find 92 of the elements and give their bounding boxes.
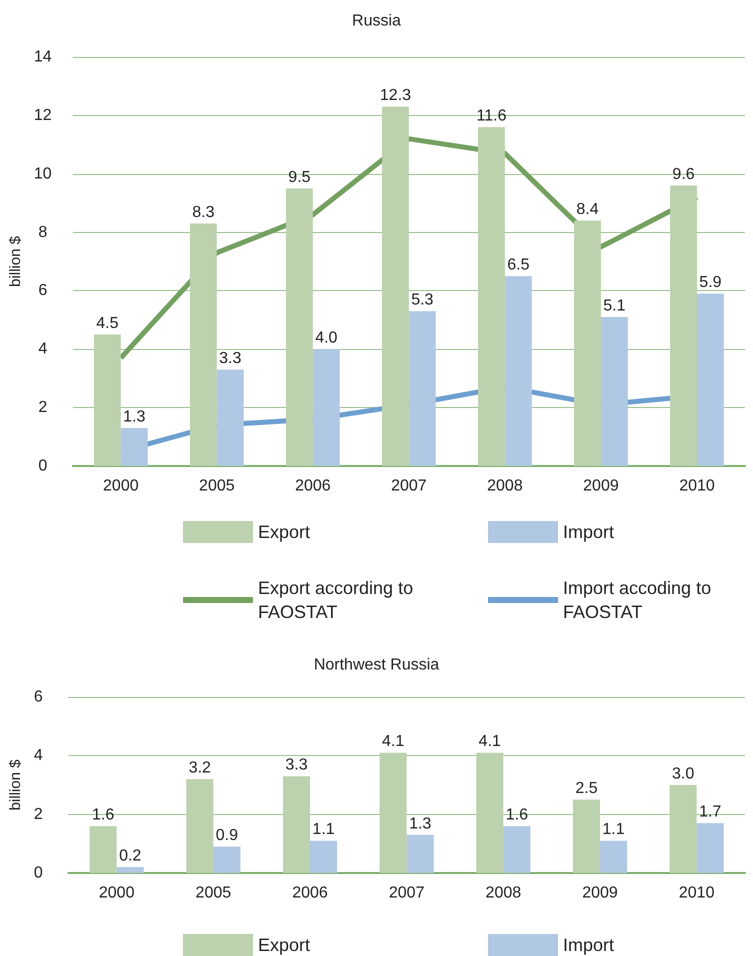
legend-label: Export — [258, 935, 310, 955]
data-label: 0.2 — [119, 848, 142, 865]
data-label: 1.1 — [602, 821, 625, 838]
x-tick-label: 2010 — [679, 478, 715, 494]
bar — [670, 186, 697, 466]
x-tick-label: 2000 — [98, 884, 135, 902]
bar — [382, 106, 409, 466]
data-label: 3.3 — [285, 756, 308, 774]
data-label: 1.3 — [409, 815, 432, 832]
bar — [94, 334, 121, 466]
data-label: 3.0 — [672, 766, 694, 782]
bar — [572, 800, 600, 873]
y-tick-label: 4 — [38, 340, 48, 358]
y-tick-label: 14 — [34, 48, 52, 66]
bar — [190, 224, 217, 466]
data-label: 4.1 — [478, 733, 502, 750]
data-label: 4.5 — [96, 315, 119, 332]
data-label: 9.5 — [288, 168, 311, 186]
x-tick-label: 2007 — [391, 478, 427, 494]
bar — [406, 834, 434, 873]
legend-label: Export according to FAOSTAT — [258, 578, 418, 622]
data-label: 1.1 — [312, 821, 335, 838]
x-tick-label: 2008 — [486, 884, 522, 902]
y-tick-label: 6 — [38, 282, 48, 300]
bar — [380, 752, 407, 873]
x-tick-label: 2000 — [103, 478, 139, 494]
x-tick-label: 2010 — [678, 884, 715, 902]
bar — [116, 867, 144, 873]
y-tick-label: 0 — [38, 458, 48, 474]
data-label: 1.6 — [506, 806, 528, 824]
y-tick-label: 0 — [34, 864, 43, 882]
bar — [186, 779, 214, 873]
x-tick-label: 2006 — [295, 478, 331, 494]
chart-title: Northwest Russia — [314, 656, 440, 674]
bar — [213, 846, 240, 873]
legend-label: Export — [258, 522, 310, 542]
y-tick-label: 2 — [38, 399, 48, 416]
y-axis-title: billion $ — [7, 235, 24, 287]
bar — [600, 840, 628, 873]
x-tick-label: 2006 — [292, 884, 328, 902]
bar — [670, 785, 697, 873]
x-tick-label: 2008 — [487, 478, 523, 494]
x-tick-label: 2009 — [583, 478, 619, 494]
x-tick-label: 2005 — [199, 478, 235, 494]
data-label: 5.3 — [411, 292, 434, 309]
data-label: 6.5 — [507, 256, 530, 274]
bar — [574, 220, 601, 466]
data-label: 4.0 — [315, 330, 338, 347]
x-tick-label: 2009 — [582, 884, 618, 902]
bar — [696, 294, 724, 466]
bar — [600, 317, 628, 466]
data-label: 9.6 — [672, 166, 695, 184]
bar — [478, 127, 505, 466]
chart-title: Russia — [352, 12, 402, 30]
data-label: 8.3 — [192, 204, 215, 222]
data-label: 11.6 — [476, 108, 507, 125]
legend-label: Import accoding to FAOSTAT — [563, 578, 716, 622]
y-tick-label: 10 — [34, 165, 52, 182]
bar — [408, 311, 436, 466]
y-tick-label: 12 — [34, 106, 52, 124]
data-label: 12.3 — [380, 87, 412, 104]
data-label: 5.1 — [603, 298, 626, 315]
y-tick-label: 2 — [34, 806, 43, 823]
data-label: 3.3 — [219, 350, 242, 368]
bar — [286, 188, 313, 466]
bar — [503, 826, 530, 873]
bar — [504, 276, 532, 466]
bar — [476, 752, 504, 873]
x-tick-label: 2005 — [196, 884, 232, 902]
data-label: 0.9 — [216, 827, 238, 844]
data-label: 5.9 — [699, 274, 722, 292]
bar — [310, 840, 338, 873]
x-tick-label: 2007 — [388, 884, 425, 902]
data-label: 3.2 — [188, 760, 212, 777]
legend-label: Import — [563, 522, 614, 542]
data-label: 8.4 — [576, 201, 599, 218]
bar — [696, 823, 724, 873]
bar — [120, 428, 148, 466]
y-tick-label: 4 — [34, 747, 43, 764]
y-tick-label: 8 — [38, 224, 48, 241]
bar — [312, 349, 340, 466]
data-label: 1.6 — [92, 806, 114, 824]
legend-label: Import — [563, 935, 614, 955]
bar — [216, 370, 244, 466]
bar — [282, 776, 310, 873]
data-label: 2.5 — [575, 780, 598, 798]
data-label: 1.7 — [699, 804, 722, 821]
y-axis-title: billion $ — [7, 758, 24, 810]
data-label: 1.3 — [123, 408, 146, 426]
data-label: 4.1 — [382, 733, 404, 750]
y-tick-label: 6 — [34, 688, 43, 706]
bar — [90, 826, 117, 873]
